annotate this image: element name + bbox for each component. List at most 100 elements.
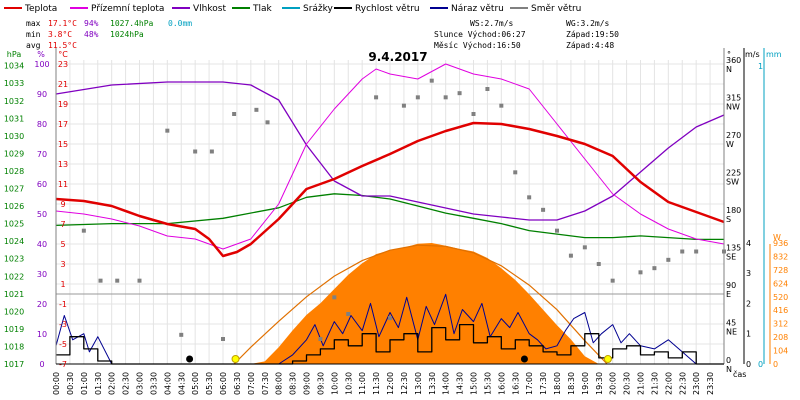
humidity-tick-label: 70 <box>37 150 47 159</box>
series-lines <box>55 63 725 365</box>
direction-tick-label: 45 <box>726 319 736 328</box>
humidity-tick-label: 100 <box>34 60 49 69</box>
hpa-tick-label: 1021 <box>4 290 24 299</box>
wind-direction-point <box>499 103 504 108</box>
legend-label: Směr větru <box>531 4 581 14</box>
wind-direction-point <box>596 262 601 266</box>
stats-max-label: max <box>26 19 41 28</box>
x-tick-label: 10:30 <box>344 372 353 395</box>
series-line <box>55 81 725 221</box>
temperature-axis-label: °C <box>58 50 68 59</box>
hpa-axis-label: hPa <box>7 50 22 59</box>
wind-speed-tick-label: 2 <box>746 299 751 308</box>
x-tick-label: 14:30 <box>456 372 465 395</box>
temperature-tick-label: -7 <box>59 360 67 369</box>
wind-direction-point <box>318 337 323 341</box>
humidity-tick-label: 50 <box>37 210 47 219</box>
x-tick-label: 13:30 <box>428 372 437 395</box>
humidity-tick-label: 90 <box>37 90 47 99</box>
solar-tick-label: 416 <box>773 306 788 315</box>
x-tick-label: 20:00 <box>609 372 618 395</box>
wind-direction-point <box>457 91 462 96</box>
temperature-tick-label: 9 <box>60 200 65 209</box>
wind-direction-point <box>254 107 259 112</box>
solar-tick-label: 520 <box>773 293 788 302</box>
wind-speed-tick-label: 3 <box>746 269 751 278</box>
solar-tick-label: 104 <box>773 347 788 356</box>
x-tick-label: 04:00 <box>163 372 172 395</box>
sun-moon-markers <box>186 355 612 363</box>
temperature-tick-label: 23 <box>58 60 68 69</box>
x-tick-label: 20:30 <box>623 372 632 395</box>
wind-speed-tick-label: 4 <box>746 239 751 248</box>
wind-direction-point <box>666 257 671 262</box>
direction-compass-label: N <box>726 65 732 74</box>
direction-tick-label: 90 <box>726 281 736 290</box>
solar-tick-label: 208 <box>773 333 788 342</box>
temperature-tick-label: 5 <box>60 240 65 249</box>
x-tick-label: 11:30 <box>372 372 381 395</box>
direction-tick-label: 270 <box>726 131 741 140</box>
axes: hPa% °C1017101810191020102110221023102410… <box>4 48 788 395</box>
x-tick-label: 05:00 <box>191 372 200 395</box>
wind-direction-point <box>415 95 420 100</box>
x-tick-label: 10:00 <box>330 372 339 395</box>
stats-max-pressure: 1027.4hPa <box>110 19 154 28</box>
direction-tick-label: 360 <box>726 56 741 65</box>
stats-min-pressure: 1024hPa <box>110 30 144 39</box>
solar-tick-label: 624 <box>773 279 788 288</box>
hpa-tick-label: 1034 <box>4 62 24 71</box>
direction-compass-label: N <box>726 365 732 374</box>
stats-rain: 0.0mm <box>168 19 192 28</box>
x-tick-label: 01:30 <box>94 372 103 395</box>
x-tick-label: 21:00 <box>637 372 646 395</box>
hpa-tick-label: 1024 <box>4 237 24 246</box>
x-tick-label: 00:00 <box>52 372 61 395</box>
direction-compass-label: W <box>726 140 734 149</box>
x-tick-label: 21:30 <box>650 372 659 395</box>
temperature-tick-label: 15 <box>58 140 68 149</box>
humidity-tick-label: 30 <box>37 270 47 279</box>
stats-min-label: min <box>26 30 41 39</box>
wind-direction-point <box>527 195 532 200</box>
x-tick-label: 23:30 <box>706 372 715 395</box>
wind-direction-point <box>332 295 337 300</box>
stats-wind-gust: WG:3.2m/s <box>566 19 610 28</box>
direction-compass-label: SE <box>726 253 736 262</box>
humidity-tick-label: 0 <box>39 360 44 369</box>
humidity-axis-label: % <box>37 50 45 59</box>
solar-axis-unit: W <box>773 233 781 242</box>
legend-label: Teplota <box>24 4 57 14</box>
wind-direction-point <box>193 149 198 154</box>
wind-direction-point <box>179 332 184 337</box>
stats-moonset: Západ:4:48 <box>566 41 614 50</box>
stats-wind-speed: WS:2.7m/s <box>470 19 514 28</box>
hpa-tick-label: 1030 <box>4 132 24 141</box>
wind-direction-point <box>680 249 685 254</box>
stats-max-temp: 17.1°C <box>48 19 77 28</box>
wind-speed-axis-label: m/s <box>745 50 760 59</box>
hpa-tick-label: 1032 <box>4 97 24 106</box>
wind-direction-point <box>81 228 86 233</box>
x-tick-label: 03:30 <box>149 372 158 395</box>
sun-marker <box>603 355 612 363</box>
x-tick-label: 15:30 <box>483 372 492 395</box>
wind-direction-point <box>265 120 270 125</box>
rain-axis-label: mm <box>766 50 782 59</box>
hpa-tick-label: 1018 <box>4 342 24 351</box>
temperature-tick-label: 3 <box>60 260 65 269</box>
x-tick-label: 18:00 <box>553 372 562 395</box>
humidity-tick-label: 20 <box>37 300 47 309</box>
hpa-tick-label: 1020 <box>4 307 24 316</box>
humidity-tick-label: 80 <box>37 120 47 129</box>
x-tick-label: 22:00 <box>664 372 673 395</box>
hpa-tick-label: 1017 <box>4 360 24 369</box>
wind-direction-point <box>638 270 643 275</box>
temperature-tick-label: 13 <box>58 160 68 169</box>
wind-direction-point <box>652 266 657 271</box>
direction-tick-label: 315 <box>726 94 741 103</box>
solar-max-line <box>233 244 608 365</box>
direction-tick-label: 225 <box>726 169 741 178</box>
x-tick-label: 08:30 <box>289 372 298 395</box>
wind-direction-point <box>582 245 587 250</box>
